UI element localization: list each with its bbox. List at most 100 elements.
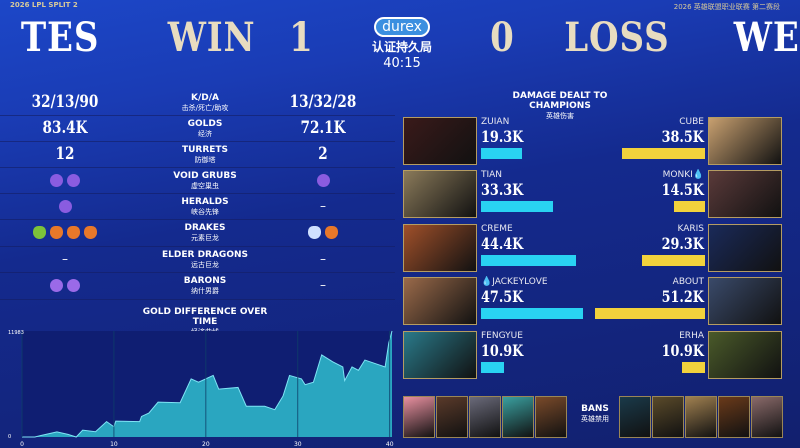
left-stat-value: 83.4K xyxy=(42,118,88,138)
right-player-name: KARIS xyxy=(677,224,704,234)
split-label: 2026 LPL SPLIT 2 xyxy=(10,1,78,9)
left-damage-bar xyxy=(481,362,505,373)
right-stat-value: – xyxy=(320,252,326,266)
right-player-name: ERHA xyxy=(679,331,704,341)
stat-label-sub: 远古巨龙 xyxy=(191,261,219,269)
left-player-name: CREME xyxy=(481,224,513,234)
stat-label-text: BARONS xyxy=(183,276,227,286)
right-score: 0 xyxy=(490,14,515,61)
right-stat-value: – xyxy=(320,199,326,213)
left-damage-value: 44.4K xyxy=(481,234,524,253)
left-damage-bar xyxy=(481,255,577,266)
herald-icon xyxy=(58,200,72,213)
left-stat-value: 12 xyxy=(55,144,75,164)
right-player-name: MONKI💧 xyxy=(662,170,704,180)
chart-title-text: GOLD DIFFERENCE OVER TIME xyxy=(142,307,268,327)
stat-label: DRAKES 元素巨龙 xyxy=(135,223,275,243)
left-team-name: TES xyxy=(20,14,100,61)
stat-row: VOID GRUBS 虚空巢虫 xyxy=(0,168,395,194)
right-damage-bar xyxy=(681,362,705,373)
gold-diff-area xyxy=(22,331,392,437)
sponsor-block: durex 认证持久局 40:15 xyxy=(366,16,438,71)
right-champion-portrait xyxy=(708,117,782,165)
left-result: WIN xyxy=(167,14,256,61)
stat-row: BARONS 纳什男爵 – xyxy=(0,273,395,300)
right-damage-value: 51.2K xyxy=(661,287,704,306)
right-champion-portrait xyxy=(708,224,782,272)
stat-label-sub: 元素巨龙 xyxy=(191,234,219,242)
left-champion-portrait xyxy=(403,331,477,379)
gold-diff-line xyxy=(22,330,393,438)
right-ban-portrait xyxy=(652,396,684,438)
left-champion-portrait xyxy=(403,117,477,165)
league-label: 2026 英雄联盟职业联赛 第二赛段 xyxy=(673,3,780,11)
right-team-name: WE xyxy=(733,14,800,61)
stat-label-sub: 纳什男爵 xyxy=(191,287,219,295)
left-objective-icons xyxy=(0,200,130,213)
stat-label-text: DRAKES xyxy=(184,223,226,233)
right-champion-portrait xyxy=(708,277,782,325)
stat-row: TURRETS 防御塔 12 2 xyxy=(0,142,395,168)
stat-label-sub: 防御塔 xyxy=(194,156,216,164)
stat-label: TURRETS 防御塔 xyxy=(135,145,275,165)
x-tick-label: 10 xyxy=(110,441,118,448)
right-damage-bar xyxy=(673,201,705,212)
stat-label-text: TURRETS xyxy=(181,145,229,155)
left-champion-portrait xyxy=(403,224,477,272)
left-ban-portrait xyxy=(502,396,534,438)
right-damage-value: 29.3K xyxy=(661,234,704,253)
void-grub-icon xyxy=(67,174,80,187)
left-objective-icons xyxy=(0,279,130,292)
infernal-drake-icon xyxy=(67,226,80,239)
right-stat-value: 2 xyxy=(318,144,328,164)
left-damage-value: 10.9K xyxy=(481,341,524,360)
hextech-drake-icon xyxy=(308,226,321,239)
stat-label-sub: 峡谷先锋 xyxy=(191,208,219,216)
stat-label-sub: 击杀/死亡/助攻 xyxy=(181,104,229,112)
void-grub-icon xyxy=(50,174,63,187)
right-damage-value: 14.5K xyxy=(661,180,704,199)
void-grub-icon xyxy=(316,174,330,187)
game-time: 40:15 xyxy=(383,56,421,71)
right-damage-bar xyxy=(642,255,705,266)
left-player-name: TIAN xyxy=(481,170,503,180)
damage-title: DAMAGE DEALT TO CHAMPIONS 英雄伤害 xyxy=(490,91,630,121)
left-champion-portrait xyxy=(403,277,477,325)
stat-row: ELDER DRAGONS 远古巨龙 – – xyxy=(0,247,395,273)
stat-label-text: ELDER DRAGONS xyxy=(162,250,248,260)
left-damage-value: 19.3K xyxy=(481,127,524,146)
stat-label-text: VOID GRUBS xyxy=(173,171,237,181)
stat-label: HERALDS 峡谷先锋 xyxy=(135,197,275,217)
right-damage-bar xyxy=(595,308,705,319)
right-damage-value: 38.5K xyxy=(661,127,704,146)
right-objective-icons xyxy=(258,226,388,239)
left-champion-portrait xyxy=(403,170,477,218)
sponsor-sub: 认证持久局 xyxy=(371,40,432,54)
right-champion-portrait xyxy=(708,331,782,379)
left-player-name: 💧JACKEYLOVE xyxy=(481,277,548,287)
right-ban-portrait xyxy=(685,396,717,438)
stat-label-text: HERALDS xyxy=(181,197,229,207)
left-player-name: FENGYUE xyxy=(481,331,523,341)
left-damage-bar xyxy=(481,308,584,319)
left-ban-portrait xyxy=(469,396,501,438)
damage-title-text: DAMAGE DEALT TO CHAMPIONS xyxy=(512,91,608,111)
x-tick-label: 20 xyxy=(202,441,210,448)
x-tick-label: 40 xyxy=(386,441,394,448)
left-damage-value: 47.5K xyxy=(481,287,524,306)
x-tick-label: 0 xyxy=(20,441,24,448)
right-damage-bar xyxy=(622,148,705,159)
right-objective-icons xyxy=(258,174,388,187)
left-ban-portrait xyxy=(535,396,567,438)
bans-sub: 英雄禁用 xyxy=(581,415,609,423)
left-objective-icons xyxy=(0,174,130,187)
bans-label: BANS 英雄禁用 xyxy=(570,404,620,424)
stat-row: K/D/A 击杀/死亡/助攻 32/13/90 13/32/28 xyxy=(0,90,395,116)
right-damage-value: 10.9K xyxy=(661,341,704,360)
stat-label: VOID GRUBS 虚空巢虫 xyxy=(135,171,275,191)
left-stat-value: 32/13/90 xyxy=(31,92,99,112)
infernal-drake-icon xyxy=(50,226,63,239)
stat-label-sub: 经济 xyxy=(198,130,212,138)
stat-label: BARONS 纳什男爵 xyxy=(135,276,275,296)
right-ban-portrait xyxy=(619,396,651,438)
